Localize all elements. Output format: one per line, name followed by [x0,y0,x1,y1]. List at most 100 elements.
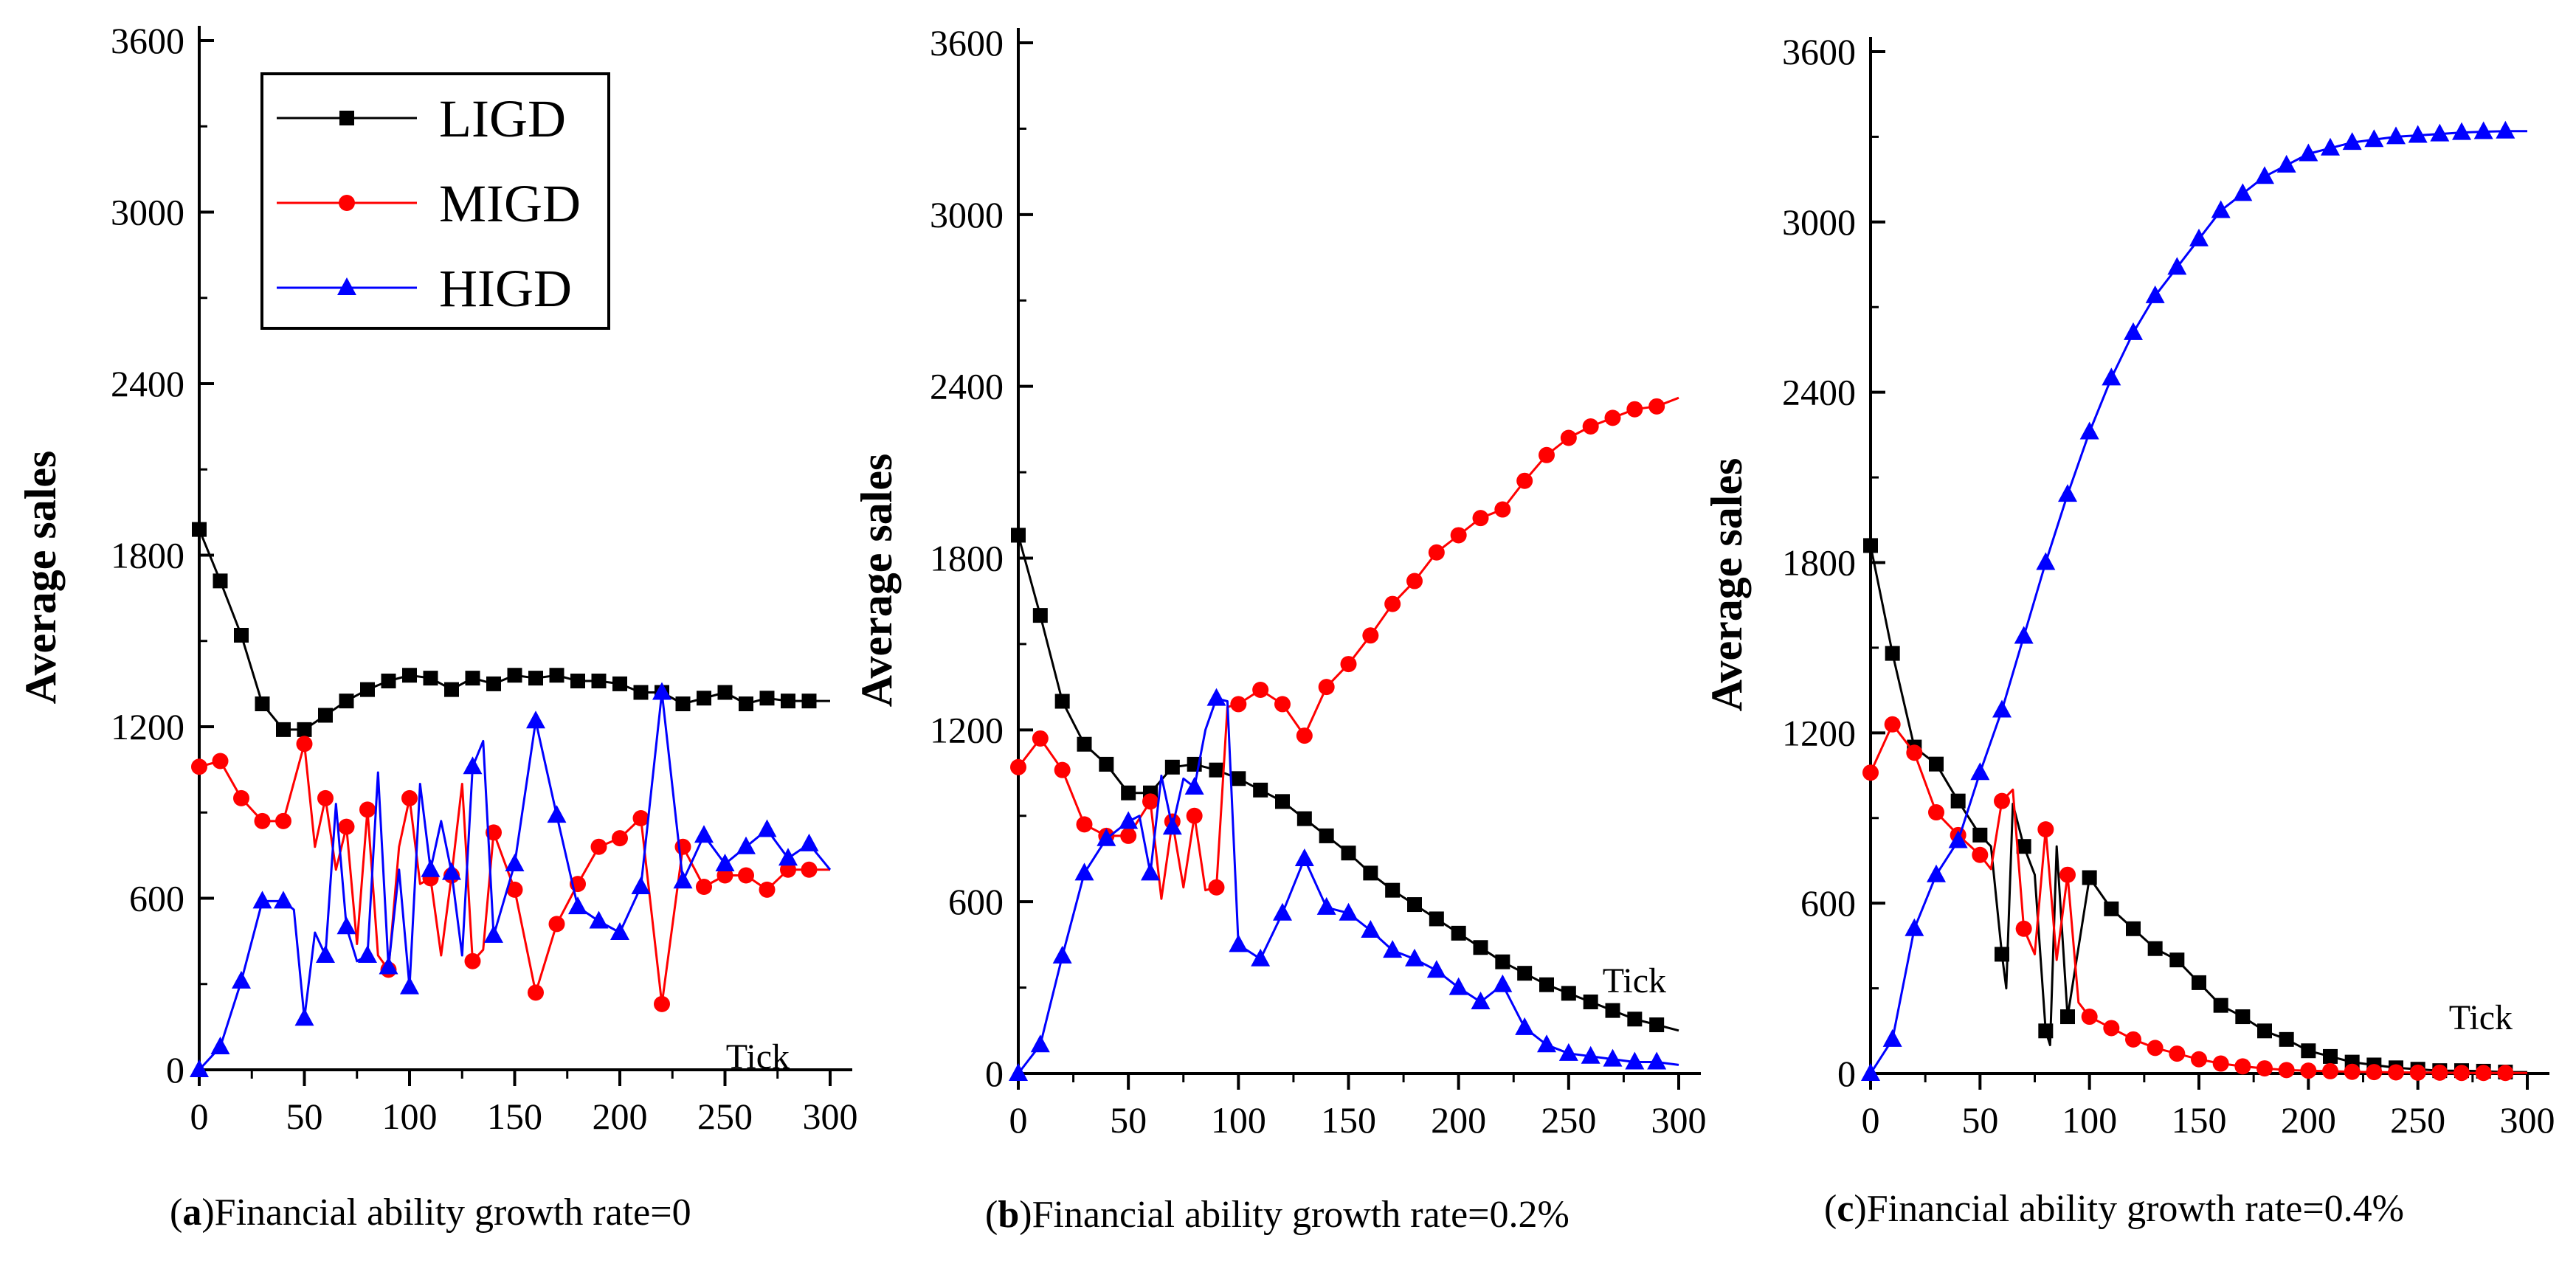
data-point-migd [2409,1064,2426,1081]
data-point-migd [1428,544,1445,561]
y-tick-label: 3600 [930,22,1004,63]
caption-text: )Financial ability growth rate=0.4% [1854,1188,2404,1230]
data-point-migd [1560,429,1577,446]
data-point-ligd [444,682,459,697]
data-point-migd [2454,1065,2470,1082]
data-point-higd [2364,129,2384,148]
data-point-higd [2473,121,2493,139]
data-point-higd [1625,1051,1645,1070]
data-point-migd [1582,418,1599,435]
x-tick-label: 0 [1009,1099,1028,1141]
panel-caption: (b)Financial ability growth rate=0.2% [985,1194,1570,1236]
data-point-ligd [633,685,649,700]
data-point-ligd [2147,941,2163,956]
data-point-higd [589,910,609,929]
data-point-ligd [486,676,501,691]
data-point-ligd [1407,897,1422,913]
panel-caption: (a)Financial ability growth rate=0 [170,1192,691,1234]
data-point-ligd [1363,865,1378,881]
data-point-ligd [2126,921,2141,936]
x-tick-label: 200 [593,1096,648,1137]
data-point-migd [1494,501,1511,518]
data-point-ligd [2192,975,2206,990]
x-tick-label: 0 [190,1096,209,1137]
data-point-higd [1493,974,1513,992]
data-point-ligd [2038,1023,2054,1039]
data-point-ligd [549,668,564,683]
data-point-higd [505,854,525,871]
data-point-migd [2015,920,2032,937]
data-point-migd [1318,679,1335,696]
data-point-migd [1539,446,1555,463]
caption-letter: c [1837,1188,1854,1230]
y-axis-title: Average sales [852,454,901,708]
data-point-higd [2342,132,2362,151]
data-point-migd [1186,807,1203,824]
data-point-migd [1340,656,1357,673]
data-point-ligd [2257,1023,2272,1039]
data-point-ligd [2235,1009,2251,1025]
data-point-migd [2234,1058,2251,1075]
data-point-ligd [276,722,291,737]
x-tick-label: 0 [1862,1099,1880,1141]
data-point-higd [484,924,503,943]
x-tick-label: 300 [803,1096,858,1137]
series-line-higd [1017,697,1679,1074]
y-tick-label: 2400 [930,366,1004,407]
data-point-higd [1905,918,1924,936]
data-point-migd [2169,1045,2186,1062]
data-point-ligd [2301,1043,2316,1059]
legend-box [260,72,610,330]
data-point-ligd [1995,947,2009,962]
data-point-ligd [402,668,417,683]
data-point-higd [1074,862,1094,881]
data-point-ligd [1275,794,1290,809]
data-point-migd [212,753,229,770]
data-point-higd [1361,919,1381,938]
data-point-ligd [675,696,691,711]
data-point-ligd [1121,785,1136,801]
data-point-migd [2059,866,2076,883]
data-point-ligd [1385,882,1401,898]
y-axis-title: Average sales [16,451,65,705]
y-tick-label: 0 [166,1049,184,1090]
data-point-ligd [1627,1012,1643,1027]
data-point-migd [590,838,607,855]
data-point-migd [1862,764,1879,781]
data-point-migd [1384,595,1401,612]
data-point-ligd [612,676,627,691]
data-point-ligd [1341,846,1356,861]
data-point-ligd [507,668,522,683]
data-point-migd [801,861,818,878]
data-point-ligd [1319,828,1334,843]
data-point-ligd [739,696,753,711]
data-point-migd [275,812,291,829]
data-point-migd [1296,727,1313,744]
x-tick-label: 100 [2062,1099,2117,1141]
data-point-ligd [1495,954,1510,969]
series-line-migd [1017,396,1679,900]
data-point-higd [2233,183,2253,201]
data-point-migd [317,789,334,806]
data-point-ligd [697,691,711,706]
y-tick-label: 600 [129,878,184,919]
data-point-migd [401,789,418,806]
data-point-ligd [213,573,228,589]
data-point-ligd [1517,966,1533,981]
x-tick-label: 150 [487,1096,542,1137]
data-point-higd [2496,120,2515,139]
y-axis-title: Average sales [1702,458,1751,712]
data-point-higd [1537,1034,1556,1053]
y-tick-label: 0 [985,1053,1004,1094]
data-point-migd [1230,696,1247,713]
data-point-higd [610,922,629,940]
y-tick-label: 3600 [111,20,184,61]
data-point-higd [1316,896,1336,915]
legend-marker-ligd [339,111,354,125]
data-point-higd [715,854,735,871]
data-point-migd [738,867,754,884]
data-point-higd [1097,828,1116,846]
data-point-higd [2079,421,2099,440]
data-point-migd [233,789,249,806]
